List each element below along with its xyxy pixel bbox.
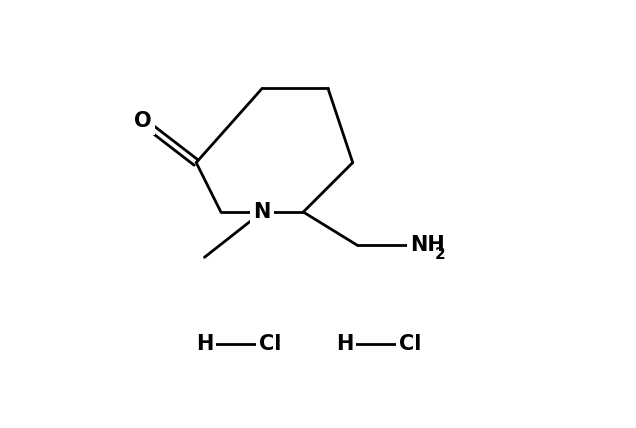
Text: Cl: Cl [259,334,282,354]
Text: H: H [336,334,353,354]
Text: N: N [253,202,271,222]
Text: O: O [134,111,151,131]
Text: H: H [196,334,213,354]
Text: NH: NH [410,235,445,255]
Text: Cl: Cl [399,334,422,354]
Text: 2: 2 [435,247,446,262]
